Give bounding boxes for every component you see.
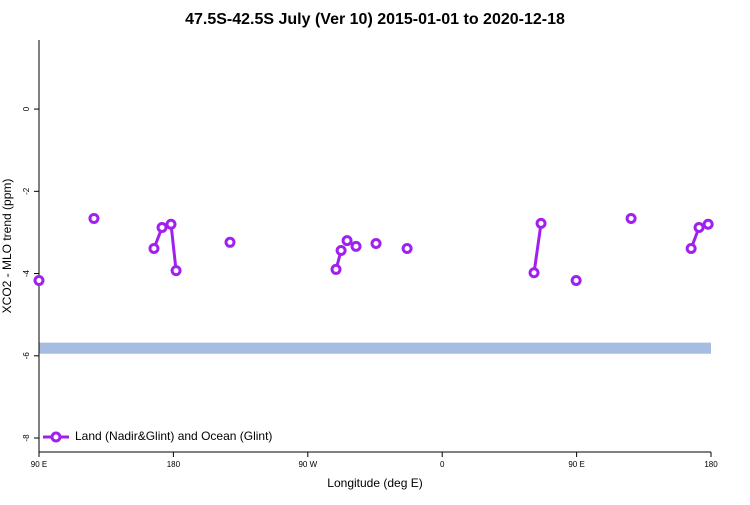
x-tick-label: 0 <box>440 460 445 469</box>
point <box>625 212 637 224</box>
point <box>335 245 347 257</box>
point <box>341 235 353 247</box>
point <box>401 242 413 254</box>
line <box>169 224 178 271</box>
legend-label: Land (Nadir&Glint) and Ocean (Glint) <box>75 429 272 443</box>
point <box>33 275 45 287</box>
y-tick-label: -4 <box>22 269 31 277</box>
point <box>370 238 382 250</box>
legend-marker <box>50 431 62 443</box>
point <box>535 217 547 229</box>
point <box>165 218 177 230</box>
x-tick-label: 180 <box>167 460 181 469</box>
point <box>330 263 342 275</box>
point <box>148 242 160 254</box>
x-tick-label: 180 <box>704 460 718 469</box>
point <box>156 221 168 233</box>
point <box>685 242 697 254</box>
y-tick-label: -8 <box>22 434 31 442</box>
point <box>350 240 362 252</box>
point <box>528 267 540 279</box>
line <box>532 223 543 273</box>
x-tick-label: 90 E <box>31 460 47 469</box>
band <box>39 342 711 354</box>
point <box>570 275 582 287</box>
x-tick-label: 90 E <box>568 460 584 469</box>
point <box>693 221 705 233</box>
x-tick-label: 90 W <box>298 460 317 469</box>
y-tick-label: 0 <box>22 106 31 111</box>
point <box>170 265 182 277</box>
point <box>224 236 236 248</box>
y-tick-label: -2 <box>22 187 31 195</box>
y-tick-label: -6 <box>22 352 31 360</box>
point <box>702 218 714 230</box>
y-axis-label: XCO2 - MLO trend (ppm) <box>0 179 14 314</box>
x-axis-label: Longitude (deg E) <box>327 476 422 490</box>
point <box>88 212 100 224</box>
chart-title: 47.5S-42.5S July (Ver 10) 2015-01-01 to … <box>185 11 565 28</box>
